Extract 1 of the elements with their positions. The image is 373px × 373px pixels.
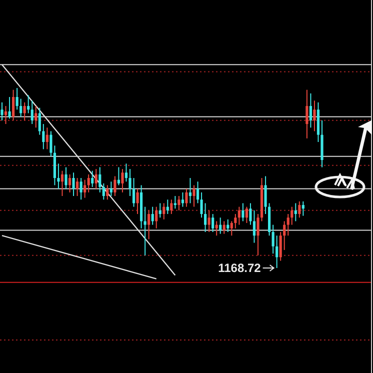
annotation: 1168.72	[218, 261, 262, 275]
